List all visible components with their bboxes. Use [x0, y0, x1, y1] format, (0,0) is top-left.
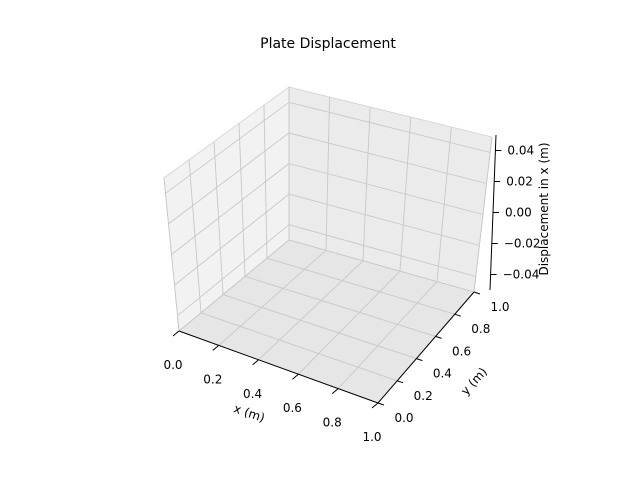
x-tick-labels: 0.0 0.2 0.4 0.6 0.8 1.0 — [163, 330, 382, 444]
y-tick-mark — [416, 358, 423, 362]
x-tick-label: 0.8 — [323, 416, 342, 430]
x-tick-label: 0.2 — [203, 372, 222, 386]
y-tick-labels: 0.00.20.40.60.81.0 — [377, 291, 510, 425]
panes — [163, 86, 493, 404]
y-tick-label: 0.8 — [471, 322, 490, 336]
y-gridline-floor — [200, 312, 398, 382]
x-tick-mark — [212, 345, 220, 351]
y-gridline-floor — [244, 275, 436, 337]
x-gridline-floor — [337, 281, 438, 389]
y-gridline-floor — [266, 257, 455, 315]
x-tick-mark — [371, 402, 379, 409]
z-tick-labels: −0.04 −0.02 0.00 0.02 0.04 — [490, 144, 541, 282]
z-tick-label: 0.04 — [507, 144, 534, 158]
z-gridline-left — [165, 101, 290, 194]
x-gridline-floor — [258, 260, 364, 361]
z-gridline-back — [288, 224, 476, 277]
y-tick-label: 0.0 — [394, 411, 413, 425]
x-tick-label: 1.0 — [362, 430, 381, 444]
x-tick-label: 0.0 — [163, 358, 182, 372]
x-gridline-floor — [178, 239, 290, 332]
x-axis-line — [178, 330, 379, 404]
chart-title: Plate Displacement — [260, 36, 396, 52]
x-tick-mark — [172, 330, 180, 337]
z-gridline-back — [288, 101, 491, 153]
y-tick-label: 0.4 — [433, 367, 452, 381]
y-axis-line — [377, 291, 475, 404]
y-gridline-floor — [288, 239, 475, 293]
z-tick-label: −0.02 — [504, 237, 541, 251]
y-tick-label: 0.2 — [414, 389, 433, 403]
y-gridline-floor — [222, 294, 417, 360]
y-tick-mark — [397, 380, 404, 384]
y-tick-mark — [377, 402, 385, 406]
y-tick-label: 0.6 — [452, 344, 471, 358]
z-gridline-left — [171, 163, 290, 255]
x-tick-label: 0.6 — [283, 401, 302, 415]
z-tick-label: 0.02 — [506, 175, 533, 189]
z-gridline-back — [288, 132, 487, 184]
z-axis-label: Displacement in x (m) — [537, 142, 551, 275]
y-tick-mark — [454, 313, 461, 317]
x-tick-mark — [252, 359, 259, 366]
x-tick-mark — [292, 373, 299, 380]
z-tick-label: −0.04 — [503, 268, 540, 282]
y-tick-mark — [435, 335, 442, 339]
x-gridline-floor — [218, 250, 327, 346]
z-tick-label: 0.00 — [505, 206, 532, 220]
z-gridline-back — [288, 193, 480, 246]
x-tick-mark — [331, 388, 339, 394]
x-gridline-floor — [298, 270, 401, 375]
y-tick-mark — [473, 291, 481, 295]
y-axis-label: y (m) — [458, 365, 490, 398]
z-gridline-left — [168, 132, 290, 225]
y-tick-label: 1.0 — [490, 300, 509, 314]
z-gridline-left — [174, 193, 290, 286]
z-gridline-back — [288, 163, 484, 215]
z-gridline-left — [177, 224, 290, 317]
x-axis-label: x (m) — [232, 401, 267, 425]
x-tick-label: 0.4 — [243, 387, 262, 401]
